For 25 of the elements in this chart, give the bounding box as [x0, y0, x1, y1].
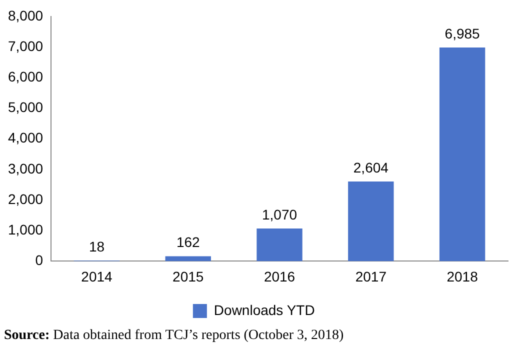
- x-tick-label: 2018: [446, 268, 478, 284]
- bar: [165, 256, 211, 262]
- bar: [439, 47, 486, 262]
- source-note: Source: Data obtained from TCJ’s reports (October 3, 2018): [4, 328, 345, 344]
- legend-label: Downloads YTD: [214, 302, 315, 318]
- x-tick-label: 2015: [172, 268, 204, 284]
- x-tick-label: 2016: [264, 268, 296, 284]
- bar: [256, 228, 302, 262]
- data-label: 18: [88, 238, 105, 255]
- data-label: 1,070: [262, 206, 298, 222]
- y-tick-label: 1,000: [8, 221, 44, 238]
- bar: [348, 182, 394, 262]
- x-tick-label: 2014: [81, 268, 113, 284]
- y-tick-label: 8,000: [8, 7, 44, 24]
- y-tick-label: 6,000: [8, 68, 44, 84]
- y-tick-label: 7,000: [8, 38, 44, 54]
- data-label: 6,985: [444, 25, 480, 42]
- x-tick-label: 2017: [355, 268, 387, 284]
- data-label: 162: [176, 234, 200, 250]
- y-tick-label: 3,000: [8, 160, 44, 176]
- data-label: 2,604: [353, 159, 389, 176]
- y-tick-label: 4,000: [8, 130, 44, 146]
- y-tick-label: 2,000: [8, 190, 44, 207]
- y-tick-label: 5,000: [8, 99, 44, 116]
- y-tick-label: 0: [35, 252, 44, 268]
